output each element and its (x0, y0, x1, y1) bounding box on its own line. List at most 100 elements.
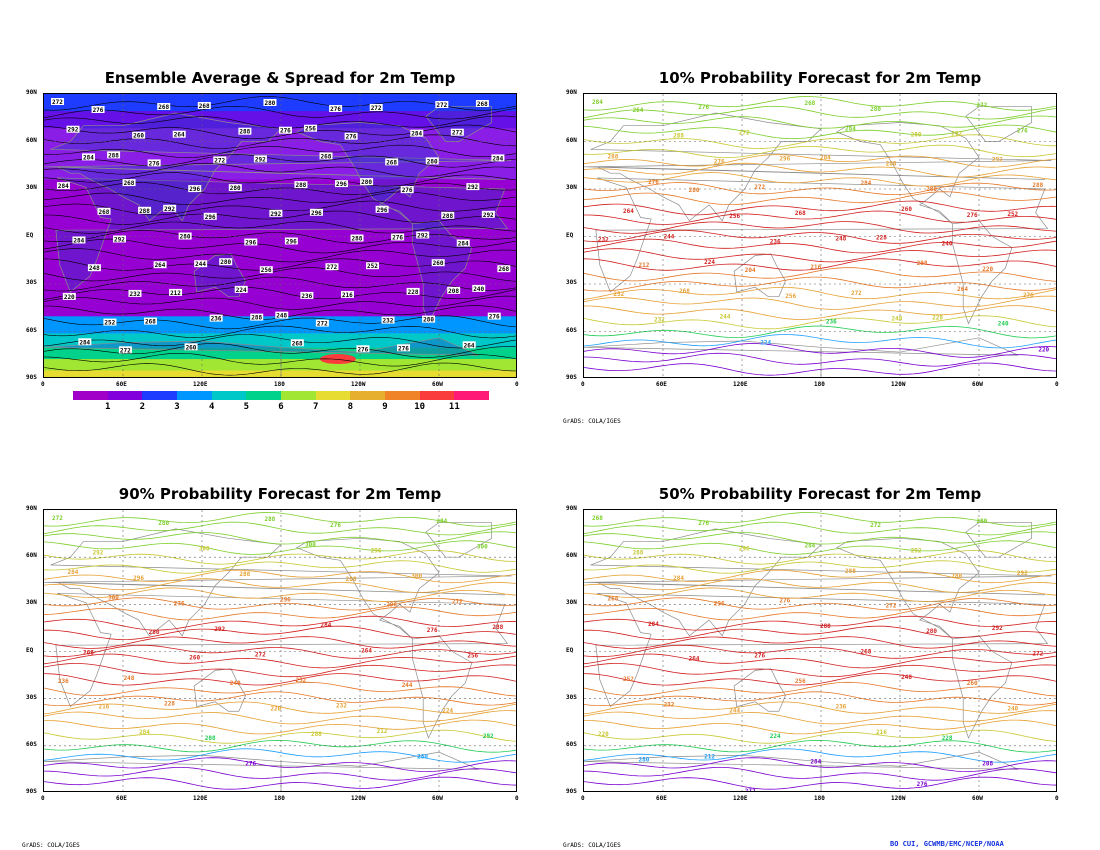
svg-text:284: 284 (67, 569, 78, 576)
svg-text:276: 276 (392, 235, 403, 242)
contour-line (584, 739, 1056, 753)
contour-label: 280 (228, 184, 242, 192)
svg-text:264: 264 (623, 208, 634, 215)
svg-text:276: 276 (698, 520, 709, 527)
contour-label: 260 (901, 206, 912, 213)
svg-text:268: 268 (498, 266, 509, 273)
svg-text:300: 300 (199, 546, 210, 553)
svg-text:244: 244 (664, 234, 675, 241)
contour-label: 252 (295, 677, 306, 684)
svg-text:208: 208 (448, 288, 459, 295)
contour-line (584, 124, 1056, 140)
contour-label: 288 (250, 313, 264, 322)
svg-text:208: 208 (205, 735, 216, 742)
contour-line (44, 343, 516, 358)
svg-text:272: 272 (886, 603, 897, 610)
svg-text:208: 208 (982, 761, 993, 768)
colorbar-label: 3 (174, 402, 180, 412)
contour-label: 236 (835, 704, 846, 711)
contour-label: 280 (926, 186, 937, 193)
contour-label: 280 (417, 754, 428, 761)
svg-text:272: 272 (754, 184, 765, 191)
svg-text:264: 264 (633, 107, 644, 114)
svg-text:288: 288 (108, 152, 119, 159)
contour-label: 268 (385, 158, 399, 166)
contour-line (44, 615, 516, 631)
contour-label: 288 (492, 624, 503, 631)
contour-label: 264 (623, 208, 634, 215)
contour-line (584, 343, 1056, 358)
contour-line (44, 606, 516, 621)
contour-label: 272 (51, 98, 64, 106)
svg-text:268: 268 (795, 210, 806, 217)
contour-label: 268 (679, 288, 690, 295)
contour-label: 280 (870, 106, 881, 113)
svg-text:272: 272 (371, 105, 382, 112)
contour-label: 228 (406, 287, 420, 296)
contour-label: 240 (942, 241, 953, 248)
svg-text:296: 296 (189, 186, 200, 193)
lon-label: 120E (193, 795, 208, 802)
lon-label: 120E (193, 381, 208, 388)
lat-label: 60S (566, 740, 577, 748)
panel-3-title: 90% Probability Forecast for 2m Temp (118, 485, 442, 503)
svg-text:256: 256 (795, 678, 806, 685)
contour-label: 228 (876, 235, 887, 242)
contour-label: 264 (689, 656, 700, 663)
svg-text:280: 280 (976, 518, 987, 525)
contour-label: 292 (269, 209, 283, 218)
panel-4-title: 50% Probability Forecast for 2m Temp (658, 485, 982, 503)
svg-text:212: 212 (170, 290, 181, 297)
svg-text:288: 288 (607, 153, 618, 160)
lon-label: 60W (432, 795, 443, 802)
svg-text:292: 292 (467, 184, 478, 191)
contour-label: 284 (81, 153, 95, 161)
lat-label: 60S (566, 326, 577, 334)
contour-label: 248 (87, 264, 101, 272)
contour-label: 272 (976, 102, 987, 109)
contour-line (584, 182, 1056, 195)
contour-line (584, 663, 1056, 678)
contour-label: 256 (795, 678, 806, 685)
contour-label: 264 (153, 261, 167, 269)
svg-text:288: 288 (311, 731, 322, 738)
contour-label: 272 (754, 184, 765, 191)
grads-label-2: GrADS: COLA/IGES (22, 842, 80, 849)
contour-line (44, 757, 516, 773)
svg-text:292: 292 (164, 206, 175, 213)
svg-text:284: 284 (820, 154, 831, 161)
contour-label: 272 (315, 319, 329, 328)
svg-text:280: 280 (689, 187, 700, 194)
contour-label: 296 (284, 237, 298, 246)
svg-text:256: 256 (261, 267, 272, 274)
svg-text:248: 248 (892, 316, 903, 323)
svg-text:296: 296 (336, 181, 347, 188)
svg-text:300: 300 (305, 542, 316, 549)
svg-text:224: 224 (442, 708, 453, 715)
colorbar-label: 11 (448, 402, 460, 412)
colorbar-swatch (419, 391, 455, 400)
lat-label: 30S (26, 693, 37, 701)
svg-text:244: 244 (729, 708, 740, 715)
panel-2-canvas: 284 280 276 272 268 264 280 272 276 284 288 292 296 2… (584, 94, 1056, 377)
continent-outline (296, 537, 440, 640)
contour-label: 252 (623, 676, 634, 683)
svg-text:284: 284 (321, 622, 332, 629)
svg-text:276: 276 (698, 104, 709, 111)
contour-label: 244 (194, 260, 208, 268)
contour-label: 292 (112, 235, 126, 244)
contour-label: 236 (826, 319, 837, 326)
colorbar-swatch (350, 391, 386, 400)
svg-text:272: 272 (851, 290, 862, 297)
contour-label: 268 (97, 207, 111, 216)
svg-text:292: 292 (1017, 570, 1028, 577)
svg-text:276: 276 (714, 158, 725, 165)
spread-band (44, 370, 516, 377)
svg-text:268: 268 (199, 103, 210, 110)
contour-label: 288 (239, 571, 250, 578)
contour-line (44, 663, 516, 678)
contour-label: 288 (264, 516, 275, 523)
contour-label: 264 (633, 107, 644, 114)
contour-label: 208 (205, 735, 216, 742)
contour-label: 284 (139, 729, 150, 736)
